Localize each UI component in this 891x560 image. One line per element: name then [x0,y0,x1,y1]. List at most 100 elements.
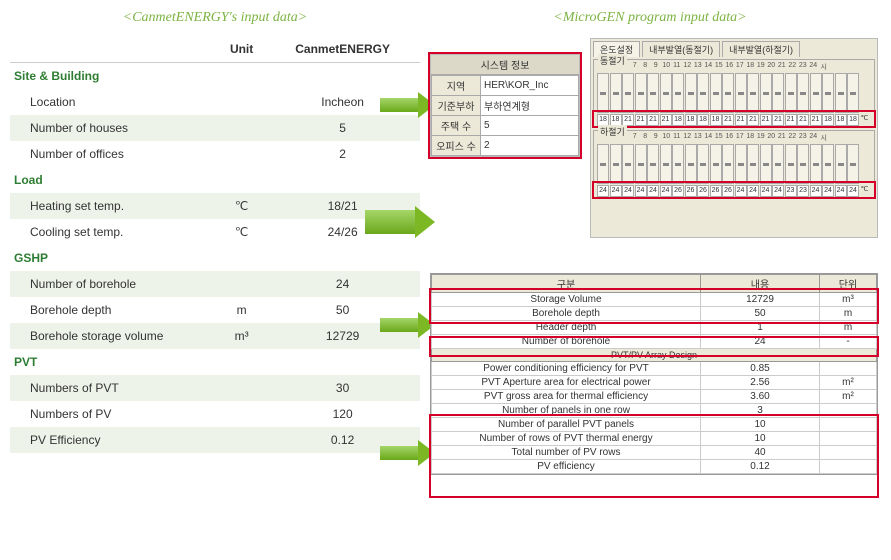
hour-label: 19 [756,133,767,143]
value-box: 24 [772,185,784,197]
value-box: 24 [747,185,759,197]
hour-label: 23 [798,62,809,72]
arrow-icon [380,312,435,338]
slider[interactable] [610,73,622,113]
table-row: Storage Volume12729m³ [432,293,877,307]
value-box: 18 [710,114,722,126]
slider[interactable] [672,144,684,184]
slider[interactable] [760,73,772,113]
temp-panel: 온도설정 내부발열(동절기) 내부발열(하절기) 동절기 05678910111… [590,38,878,238]
slider[interactable] [747,73,759,113]
houses-key: 주택 수 [432,116,481,136]
value-box: 24 [835,185,847,197]
slider[interactable] [597,73,609,113]
slider[interactable] [835,144,847,184]
houses-val: 5 [481,116,579,136]
value-box: 26 [697,185,709,197]
unit-label: ℃ [860,185,870,195]
hour-label: 14 [703,62,714,72]
slider[interactable] [685,73,697,113]
sliders-row [596,73,872,113]
table-row: Total number of PV rows40 [432,446,877,460]
value-box: 21 [660,114,672,126]
pveff-label: PV Efficiency [10,427,218,453]
heat-unit: ℃ [218,193,265,219]
table-row: Number of parallel PVT panels10 [432,418,877,432]
slider[interactable] [797,144,809,184]
slider[interactable] [647,73,659,113]
slider[interactable] [735,73,747,113]
slider[interactable] [847,144,859,184]
slider[interactable] [760,144,772,184]
table-row: Number of rows of PVT thermal energy10 [432,432,877,446]
section-pvt: PVT [10,349,420,375]
slider[interactable] [647,144,659,184]
slider[interactable] [810,144,822,184]
slider[interactable] [597,144,609,184]
slider[interactable] [660,144,672,184]
houses-label: Number of houses [10,115,218,141]
slider[interactable] [810,73,822,113]
slider[interactable] [722,144,734,184]
slider[interactable] [710,144,722,184]
slider[interactable] [660,73,672,113]
slider[interactable] [847,73,859,113]
slider[interactable] [785,144,797,184]
hour-label: 17 [735,62,746,72]
slider[interactable] [747,144,759,184]
offices-key: 오피스 수 [432,136,481,156]
slider[interactable] [822,73,834,113]
slider[interactable] [822,144,834,184]
table-row: PV efficiency0.12 [432,460,877,474]
slider[interactable] [772,144,784,184]
arrow-icon [380,92,435,118]
slider[interactable] [835,73,847,113]
slider[interactable] [785,73,797,113]
sys-info-header: 시스템 정보 [431,55,579,75]
value-box: 24 [647,185,659,197]
hour-label: 13 [693,133,704,143]
winter-group: 동절기 056789101112131415161718192021222324… [593,59,875,128]
hour-label: 20 [766,133,777,143]
slider[interactable] [622,73,634,113]
slider[interactable] [635,73,647,113]
tab-heat1[interactable]: 내부발열(동절기) [642,41,720,57]
summer-group: 하절기 056789101112131415161718192021222324… [593,130,875,199]
value-box: 21 [772,114,784,126]
slider[interactable] [722,73,734,113]
hour-label: 16 [724,133,735,143]
value-box: 24 [660,185,672,197]
value-box: 24 [810,185,822,197]
slider[interactable] [635,144,647,184]
sys-info-panel: 시스템 정보 지역HER\KOR_Inc 기준부하부하연계형 주택 수5 오피스… [430,54,580,157]
table-row: Number of borehole24- [432,335,877,349]
slider[interactable] [685,144,697,184]
unit-label: ℃ [860,114,870,124]
slider[interactable] [622,144,634,184]
value-box: 24 [610,185,622,197]
slider[interactable] [797,73,809,113]
houses-value: 5 [265,115,420,141]
hour-label: 9 [651,62,662,72]
table-row: Power conditioning efficiency for PVT0.8… [432,362,877,376]
boreholes-label: Number of borehole [10,271,218,297]
value-box: 21 [647,114,659,126]
slider[interactable] [610,144,622,184]
value-box: 21 [760,114,772,126]
cool-label: Cooling set temp. [10,219,218,245]
npvt-label: Numbers of PVT [10,375,218,401]
slider[interactable] [672,73,684,113]
value-box: 24 [597,185,609,197]
value-box: 18 [685,114,697,126]
hour-label: 24 [808,62,819,72]
slider[interactable] [710,73,722,113]
value-box: 21 [735,114,747,126]
slider[interactable] [735,144,747,184]
value-box: 24 [822,185,834,197]
value-box: 21 [797,114,809,126]
tab-heat2[interactable]: 내부발열(하절기) [722,41,800,57]
slider[interactable] [772,73,784,113]
load-key: 기준부하 [432,96,481,116]
slider[interactable] [697,73,709,113]
slider[interactable] [697,144,709,184]
